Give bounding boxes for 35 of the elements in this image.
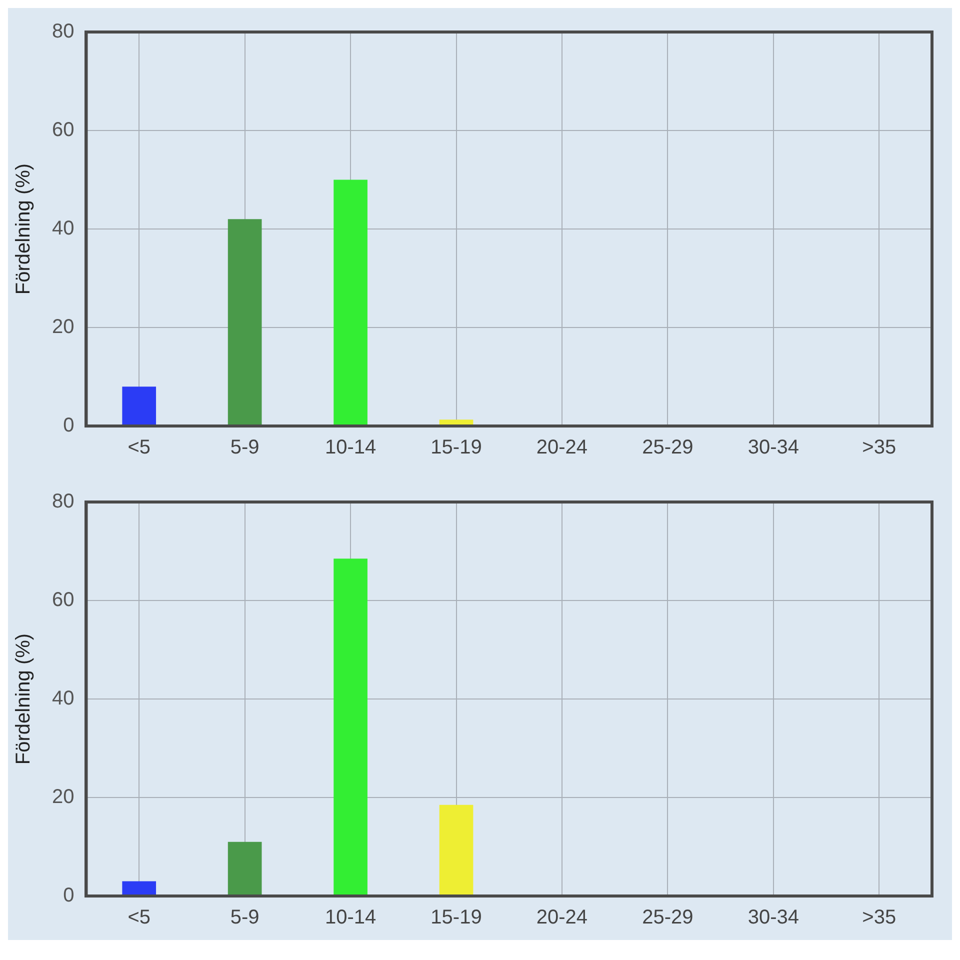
y-tick-label: 60 — [52, 119, 74, 142]
x-tick-label: 25-29 — [642, 906, 694, 929]
y-tick-label: 20 — [52, 316, 74, 338]
y-tick-label: 80 — [52, 490, 74, 513]
y-tick-label: 0 — [63, 884, 74, 907]
bar — [334, 558, 368, 896]
bar — [228, 842, 262, 896]
y-tick-label: 80 — [52, 20, 74, 43]
y-tick-label: 40 — [52, 688, 74, 710]
y-tick-label: 40 — [52, 218, 74, 240]
x-tick-label: 15-19 — [430, 906, 482, 929]
x-tick-label: 25-29 — [642, 436, 694, 459]
bar — [334, 180, 368, 426]
x-tick-label: 5-9 — [230, 436, 260, 459]
x-tick-label: 15-19 — [430, 436, 482, 459]
y-tick-label: 60 — [52, 589, 74, 612]
bar — [122, 386, 156, 426]
x-tick-label: 20-24 — [536, 906, 588, 929]
x-tick-label: <5 — [128, 906, 151, 929]
x-tick-label: 10-14 — [324, 436, 376, 459]
y-axis-title: Fördelning (%) — [12, 163, 35, 295]
y-axis-title: Fördelning (%) — [12, 633, 35, 765]
x-tick-label: 5-9 — [230, 906, 260, 929]
x-tick-label: >35 — [862, 906, 896, 929]
bar — [228, 219, 262, 426]
bar — [122, 881, 156, 896]
x-tick-label: 30-34 — [748, 906, 799, 929]
x-tick-label: 20-24 — [536, 436, 588, 459]
y-tick-label: 0 — [63, 414, 74, 437]
y-tick-label: 20 — [52, 786, 74, 808]
x-tick-label: <5 — [128, 436, 151, 459]
bar — [439, 804, 474, 896]
x-tick-label: 10-14 — [324, 906, 376, 929]
x-tick-label: >35 — [862, 436, 896, 459]
x-tick-label: 30-34 — [748, 436, 799, 459]
